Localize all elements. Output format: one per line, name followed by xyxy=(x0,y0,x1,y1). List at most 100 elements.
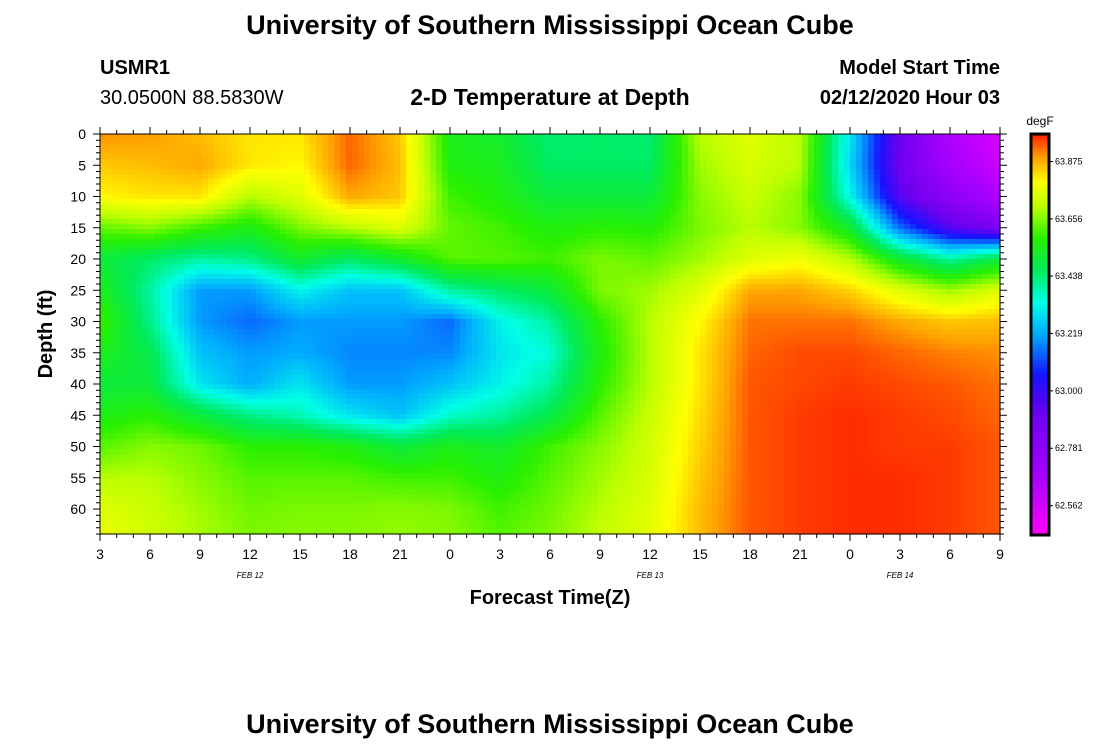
heatmap-cell xyxy=(784,229,791,235)
heatmap-cell xyxy=(718,174,725,180)
heatmap-cell xyxy=(400,229,407,235)
heatmap-cell xyxy=(298,264,305,270)
heatmap-cell xyxy=(760,184,767,190)
heatmap-cell xyxy=(808,184,815,190)
heatmap-cell xyxy=(514,189,521,195)
heatmap-cell xyxy=(874,204,881,210)
heatmap-cell xyxy=(250,284,257,290)
heatmap-cell xyxy=(100,274,107,280)
heatmap-cell xyxy=(262,234,269,240)
heatmap-cell xyxy=(856,274,863,280)
heatmap-cell xyxy=(370,149,377,155)
heatmap-cell xyxy=(862,234,869,240)
heatmap-cell xyxy=(706,244,713,250)
heatmap-cell xyxy=(442,209,449,215)
heatmap-cell xyxy=(214,189,221,195)
heatmap-cell xyxy=(964,139,971,145)
heatmap-cell xyxy=(772,189,779,195)
heatmap-cell xyxy=(652,264,659,270)
heatmap-cell xyxy=(178,299,185,305)
heatmap-cell xyxy=(880,259,887,265)
heatmap-cell xyxy=(658,139,665,145)
heatmap-cell xyxy=(148,264,155,270)
heatmap-cell xyxy=(700,219,707,225)
heatmap-cell xyxy=(658,229,665,235)
heatmap-cell xyxy=(922,294,929,300)
heatmap-cell xyxy=(520,184,527,190)
heatmap-cell xyxy=(532,199,539,205)
heatmap-cell xyxy=(154,204,161,210)
heatmap-cell xyxy=(472,134,479,140)
heatmap-cell xyxy=(466,259,473,265)
heatmap-cell xyxy=(130,234,137,240)
heatmap-cell xyxy=(220,204,227,210)
heatmap-cell xyxy=(832,229,839,235)
heatmap-cell xyxy=(130,164,137,170)
heatmap-cell xyxy=(610,284,617,290)
heatmap-cell xyxy=(346,224,353,230)
heatmap-cell xyxy=(382,169,389,175)
heatmap-cell xyxy=(748,179,755,185)
heatmap-cell xyxy=(712,274,719,280)
heatmap-cell xyxy=(460,199,467,205)
heatmap-cell xyxy=(694,284,701,290)
heatmap-cell xyxy=(358,134,365,140)
heatmap-cell xyxy=(790,269,797,275)
heatmap-cell xyxy=(934,259,941,265)
heatmap-cell xyxy=(598,239,605,245)
heatmap-cell xyxy=(916,164,923,170)
heatmap-cell xyxy=(808,279,815,285)
heatmap-cell xyxy=(862,254,869,260)
heatmap-cell xyxy=(520,274,527,280)
heatmap-cell xyxy=(346,134,353,140)
heatmap-cell xyxy=(556,274,563,280)
heatmap-cell xyxy=(250,149,257,155)
heatmap-cell xyxy=(394,149,401,155)
heatmap-cell xyxy=(226,284,233,290)
heatmap-cell xyxy=(592,254,599,260)
heatmap-cell xyxy=(220,164,227,170)
heatmap-cell xyxy=(154,284,161,290)
heatmap-cell xyxy=(328,224,335,230)
heatmap-cell xyxy=(820,169,827,175)
heatmap-cell xyxy=(586,154,593,160)
heatmap-cell xyxy=(658,149,665,155)
heatmap-cell xyxy=(400,164,407,170)
heatmap-cell xyxy=(220,224,227,230)
heatmap-cell xyxy=(544,274,551,280)
heatmap-cell xyxy=(604,184,611,190)
heatmap-cell xyxy=(166,134,173,140)
heatmap-cell xyxy=(850,209,857,215)
heatmap-cell xyxy=(964,214,971,220)
heatmap-cell xyxy=(322,299,329,305)
heatmap-cell xyxy=(760,204,767,210)
heatmap-cell xyxy=(472,174,479,180)
heatmap-cell xyxy=(514,214,521,220)
heatmap-cell xyxy=(934,294,941,300)
heatmap-cell xyxy=(880,234,887,240)
heatmap-cell xyxy=(976,169,983,175)
heatmap-cell xyxy=(910,284,917,290)
heatmap-cell xyxy=(346,174,353,180)
heatmap-cell xyxy=(964,189,971,195)
heatmap-cell xyxy=(328,139,335,145)
heatmap-cell xyxy=(514,234,521,240)
heatmap-cell xyxy=(946,244,953,250)
heatmap-cell xyxy=(868,134,875,140)
heatmap-cell xyxy=(502,249,509,255)
heatmap-cell xyxy=(778,254,785,260)
heatmap-cell xyxy=(754,284,761,290)
heatmap-cell xyxy=(280,259,287,265)
heatmap-cell xyxy=(124,134,131,140)
heatmap-cell xyxy=(532,264,539,270)
heatmap-cell xyxy=(436,204,443,210)
heatmap-cell xyxy=(166,239,173,245)
heatmap-cell xyxy=(346,144,353,150)
heatmap-cell xyxy=(556,204,563,210)
heatmap-cell xyxy=(880,159,887,165)
heatmap-cell xyxy=(196,179,203,185)
heatmap-cell xyxy=(802,244,809,250)
heatmap-cell xyxy=(826,149,833,155)
heatmap-cell xyxy=(742,179,749,185)
heatmap-cell xyxy=(916,184,923,190)
